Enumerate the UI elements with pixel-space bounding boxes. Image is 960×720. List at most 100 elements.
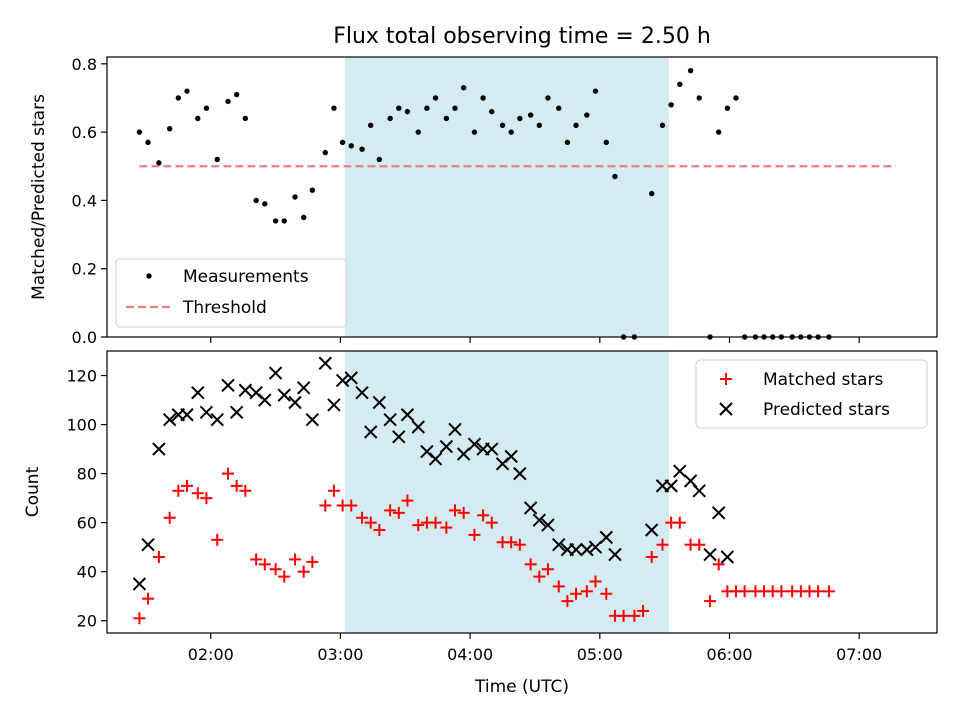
predicted-star-point bbox=[532, 513, 546, 527]
measurement-point bbox=[443, 115, 450, 122]
matched-star-point bbox=[327, 484, 340, 497]
matched-star-point bbox=[440, 521, 453, 534]
predicted-star-point bbox=[456, 447, 471, 461]
measurement-point bbox=[309, 187, 316, 193]
measurement-point bbox=[517, 115, 523, 122]
x-tick-label: 03:00 bbox=[317, 645, 363, 664]
measurement-point bbox=[668, 102, 674, 108]
matched-star-point bbox=[704, 595, 717, 608]
predicted-star-point bbox=[335, 373, 350, 388]
matched-star-point bbox=[738, 585, 751, 598]
matched-star-point bbox=[656, 538, 669, 551]
measurement-point bbox=[612, 173, 618, 180]
measurement-point bbox=[603, 139, 609, 146]
measurement-point bbox=[432, 95, 439, 101]
observing-window-shade-top bbox=[344, 57, 669, 337]
measurement-point bbox=[508, 129, 514, 135]
matched-star-point bbox=[412, 519, 425, 532]
predicted-star-point bbox=[608, 547, 622, 562]
matched-star-point bbox=[356, 511, 369, 524]
measurement-point bbox=[687, 67, 694, 74]
measurement-point bbox=[480, 95, 486, 101]
predicted-star-point bbox=[180, 408, 194, 422]
predicted-star-point bbox=[720, 550, 735, 564]
matched-star-point bbox=[822, 585, 835, 598]
matched-star-point bbox=[637, 604, 650, 617]
matched-star-point bbox=[693, 538, 706, 551]
measurement-point bbox=[677, 81, 683, 88]
matched-star-point bbox=[533, 570, 546, 583]
shaded-interval bbox=[344, 351, 669, 633]
predicted-star-point bbox=[588, 540, 603, 554]
measurement-point bbox=[573, 122, 579, 128]
predicted-star-point bbox=[644, 523, 659, 537]
matched-star-point bbox=[524, 558, 537, 571]
predicted-star-point bbox=[513, 466, 527, 481]
measurement-point bbox=[331, 105, 337, 111]
shaded-interval bbox=[344, 57, 669, 337]
matched-star-point bbox=[152, 550, 165, 563]
measurement-point bbox=[715, 129, 722, 135]
x-tick-label: 06:00 bbox=[706, 645, 752, 664]
matched-star-point bbox=[645, 550, 658, 563]
measurement-point bbox=[724, 105, 731, 111]
measurement-point bbox=[460, 85, 467, 91]
predicted-star-point bbox=[344, 371, 358, 385]
predicted-star-point bbox=[288, 395, 302, 410]
predicted-star-point bbox=[400, 408, 415, 422]
top-y-axis-label: Matched/Predicted stars bbox=[29, 94, 49, 300]
matched-star-point bbox=[133, 612, 146, 625]
matched-star-point bbox=[163, 511, 176, 524]
y-tick-label: 0.2 bbox=[72, 260, 97, 279]
measurement-point bbox=[300, 214, 307, 221]
top-legend-box bbox=[115, 258, 347, 328]
matched-star-point bbox=[485, 516, 498, 529]
measurement-point bbox=[536, 122, 542, 128]
measurement-point bbox=[564, 139, 571, 146]
measurement-point bbox=[339, 139, 346, 146]
matched-star-point bbox=[600, 587, 613, 600]
legend-threshold-label: Threshold bbox=[182, 298, 267, 318]
matched-star-point bbox=[250, 553, 263, 566]
matched-star-point bbox=[570, 587, 583, 600]
top-x-ticks bbox=[210, 337, 860, 343]
legend-matched-label: Matched stars bbox=[763, 370, 883, 390]
measurement-point bbox=[359, 146, 365, 152]
legend-predicted-marker bbox=[719, 402, 733, 416]
measurement-point bbox=[225, 98, 231, 105]
measurement-point bbox=[322, 149, 329, 156]
matched-star-point bbox=[448, 504, 461, 517]
measurement-point bbox=[262, 201, 268, 207]
matched-star-point bbox=[364, 516, 377, 529]
matched-star-point bbox=[278, 570, 291, 583]
matched-star-point bbox=[345, 499, 358, 512]
measurement-point bbox=[396, 105, 402, 111]
legend-measurement-marker bbox=[146, 273, 152, 279]
measurement-point bbox=[348, 143, 354, 149]
matched-star-point bbox=[258, 558, 271, 571]
measurement-point bbox=[272, 218, 279, 224]
measurement-point bbox=[242, 115, 249, 122]
predicted-star-point bbox=[305, 412, 320, 427]
y-tick-label: 0.8 bbox=[72, 55, 97, 74]
predicted-star-point bbox=[258, 393, 272, 407]
x-tick-label: 05:00 bbox=[577, 645, 623, 664]
predicted-star-point bbox=[448, 422, 462, 437]
predicted-star-point bbox=[268, 366, 283, 380]
predicted-star-point bbox=[141, 538, 155, 552]
measurement-point bbox=[489, 108, 495, 115]
top-axes-frame bbox=[106, 56, 938, 338]
measurement-point bbox=[214, 156, 220, 163]
measurement-point bbox=[424, 105, 430, 111]
y-tick-label: 0.6 bbox=[72, 123, 97, 142]
measurement-point bbox=[584, 112, 590, 118]
x-axis-label: Time (UTC) bbox=[474, 677, 569, 697]
predicted-star-point bbox=[664, 479, 678, 493]
matched-star-point bbox=[392, 506, 405, 519]
bottom-legend: Matched stars Predicted stars bbox=[695, 359, 928, 429]
x-tick-label: 02:00 bbox=[188, 645, 234, 664]
observing-window-shade-bottom bbox=[344, 351, 669, 633]
measurement-point bbox=[471, 129, 478, 135]
matched-star-point bbox=[673, 516, 686, 529]
